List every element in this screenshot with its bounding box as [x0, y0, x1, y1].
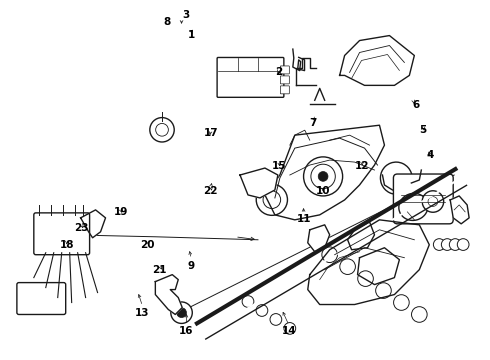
Polygon shape [155, 275, 182, 315]
Polygon shape [450, 196, 469, 224]
Text: 3: 3 [183, 10, 190, 20]
Circle shape [284, 323, 295, 334]
Text: 2: 2 [275, 67, 283, 77]
Polygon shape [265, 125, 385, 220]
Text: 1: 1 [188, 30, 195, 40]
Polygon shape [81, 210, 105, 238]
Circle shape [242, 296, 254, 307]
Circle shape [457, 239, 469, 251]
Circle shape [171, 302, 192, 323]
FancyBboxPatch shape [280, 86, 289, 94]
Text: 22: 22 [203, 186, 218, 196]
Text: 8: 8 [163, 17, 171, 27]
Circle shape [358, 271, 373, 287]
Circle shape [318, 171, 328, 181]
Text: 6: 6 [412, 100, 419, 110]
Text: 18: 18 [60, 239, 74, 249]
Circle shape [422, 191, 443, 212]
Circle shape [270, 314, 282, 325]
Text: 19: 19 [113, 207, 128, 217]
Text: 13: 13 [135, 308, 150, 318]
Circle shape [433, 239, 445, 251]
Circle shape [177, 308, 186, 318]
Circle shape [322, 247, 338, 262]
Text: 7: 7 [310, 118, 317, 128]
Text: 11: 11 [296, 215, 311, 224]
Circle shape [256, 184, 288, 215]
Polygon shape [240, 168, 278, 198]
FancyBboxPatch shape [280, 66, 289, 74]
FancyBboxPatch shape [280, 76, 289, 84]
Circle shape [340, 259, 355, 274]
Polygon shape [308, 225, 330, 252]
Circle shape [441, 239, 453, 251]
Circle shape [256, 305, 268, 316]
Circle shape [412, 307, 427, 322]
Text: 14: 14 [282, 325, 296, 336]
Text: 5: 5 [419, 125, 427, 135]
Text: 9: 9 [188, 261, 195, 271]
Text: 16: 16 [179, 325, 194, 336]
Text: 12: 12 [355, 161, 369, 171]
Text: 21: 21 [152, 265, 167, 275]
Circle shape [449, 239, 461, 251]
FancyBboxPatch shape [34, 213, 90, 255]
FancyBboxPatch shape [17, 283, 66, 315]
Text: 20: 20 [140, 239, 155, 249]
Circle shape [376, 283, 392, 298]
Circle shape [150, 118, 174, 142]
Text: 15: 15 [272, 161, 287, 171]
Circle shape [304, 157, 343, 196]
Polygon shape [347, 222, 374, 250]
Text: 4: 4 [427, 150, 434, 160]
FancyBboxPatch shape [217, 58, 284, 97]
Text: 23: 23 [74, 224, 89, 233]
Text: 17: 17 [203, 129, 218, 138]
Polygon shape [358, 248, 399, 285]
Circle shape [393, 295, 409, 310]
Polygon shape [308, 220, 429, 305]
Polygon shape [340, 36, 415, 85]
Text: 10: 10 [316, 186, 330, 196]
FancyBboxPatch shape [393, 174, 453, 224]
